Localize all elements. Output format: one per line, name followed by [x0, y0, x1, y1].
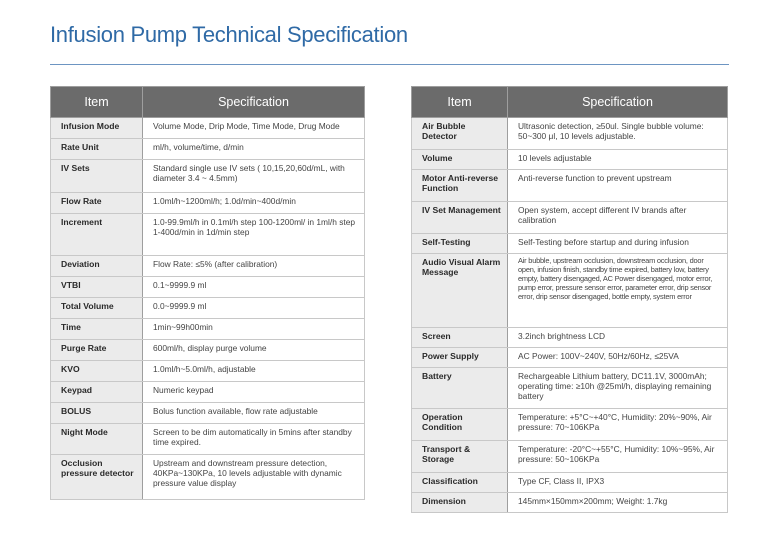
- column-header-specification: Specification: [507, 86, 728, 118]
- row-spec: Air bubble, upstream occlusion, downstre…: [507, 253, 728, 328]
- row-spec: Rechargeable Lithium battery, DC11.1V, 3…: [507, 367, 728, 409]
- table-row: Power Supply AC Power: 100V~240V, 50Hz/60…: [411, 347, 728, 368]
- row-item: Dimension: [411, 492, 508, 513]
- table-row: Flow Rate 1.0ml/h~1200ml/h; 1.0d/min~400d…: [50, 192, 365, 214]
- row-item: VTBI: [50, 276, 143, 298]
- table-row: Audio Visual Alarm Message Air bubble, up…: [411, 253, 728, 328]
- table-row: Night Mode Screen to be dim automatically…: [50, 423, 365, 455]
- row-item: Audio Visual Alarm Message: [411, 253, 508, 328]
- row-spec: Open system, accept different IV brands …: [507, 201, 728, 234]
- table-header-row: Item Specification: [50, 86, 365, 118]
- table-row: IV Sets Standard single use IV sets ( 10,…: [50, 159, 365, 193]
- right-spec-table: Item Specification Air Bubble Detector Ul…: [411, 86, 728, 513]
- row-item: Night Mode: [50, 423, 143, 455]
- row-item: Purge Rate: [50, 339, 143, 361]
- row-item: Operation Condition: [411, 408, 508, 441]
- row-item: Flow Rate: [50, 192, 143, 214]
- row-spec: 145mm×150mm×200mm; Weight: 1.7kg: [507, 492, 728, 513]
- row-item: Screen: [411, 327, 508, 348]
- row-item: Total Volume: [50, 297, 143, 319]
- table-row: IV Set Management Open system, accept dif…: [411, 201, 728, 234]
- row-spec: Temperature: +5°C~+40°C, Humidity: 20%~9…: [507, 408, 728, 441]
- row-spec: Standard single use IV sets ( 10,15,20,6…: [142, 159, 365, 193]
- row-spec: 10 levels adjustable: [507, 149, 728, 170]
- row-spec: 0.1~9999.9 ml: [142, 276, 365, 298]
- table-row: Rate Unit ml/h, volume/time, d/min: [50, 138, 365, 160]
- table-row: Battery Rechargeable Lithium battery, DC1…: [411, 367, 728, 409]
- row-item: Infusion Mode: [50, 117, 143, 139]
- table-row: Operation Condition Temperature: +5°C~+40…: [411, 408, 728, 441]
- column-header-item: Item: [50, 86, 143, 118]
- row-item: KVO: [50, 360, 143, 382]
- row-item: Deviation: [50, 255, 143, 277]
- row-spec: ml/h, volume/time, d/min: [142, 138, 365, 160]
- table-row: Increment 1.0-99.9ml/h in 0.1ml/h step 10…: [50, 213, 365, 256]
- row-spec: Screen to be dim automatically in 5mins …: [142, 423, 365, 455]
- table-row: Time 1min~99h00min: [50, 318, 365, 340]
- table-row: Volume 10 levels adjustable: [411, 149, 728, 170]
- row-spec: 1.0ml/h~1200ml/h; 1.0d/min~400d/min: [142, 192, 365, 214]
- row-spec: 1.0ml/h~5.0ml/h, adjustable: [142, 360, 365, 382]
- table-row: VTBI 0.1~9999.9 ml: [50, 276, 365, 298]
- table-row: Classification Type CF, Class II, IPX3: [411, 472, 728, 493]
- table-row: Occlusion pressure detector Upstream and …: [50, 454, 365, 500]
- table-row: Transport & Storage Temperature: -20°C~+5…: [411, 440, 728, 473]
- row-item: Time: [50, 318, 143, 340]
- table-row: Screen 3.2inch brightness LCD: [411, 327, 728, 348]
- table-row: Deviation Flow Rate: ≤5% (after calibrati…: [50, 255, 365, 277]
- row-spec: 1.0-99.9ml/h in 0.1ml/h step 100-1200ml/…: [142, 213, 365, 256]
- table-row: Motor Anti-reverse Function Anti-reverse …: [411, 169, 728, 202]
- table-row: BOLUS Bolus function available, flow rate…: [50, 402, 365, 424]
- table-row: Total Volume 0.0~9999.9 ml: [50, 297, 365, 319]
- table-header-row: Item Specification: [411, 86, 728, 118]
- row-spec: Numeric keypad: [142, 381, 365, 403]
- row-item: Rate Unit: [50, 138, 143, 160]
- table-row: Air Bubble Detector Ultrasonic detection,…: [411, 117, 728, 150]
- table-row: Infusion Mode Volume Mode, Drip Mode, Tim…: [50, 117, 365, 139]
- row-spec: 600ml/h, display purge volume: [142, 339, 365, 361]
- row-item: Keypad: [50, 381, 143, 403]
- row-spec: Bolus function available, flow rate adju…: [142, 402, 365, 424]
- row-item: Self-Testing: [411, 233, 508, 254]
- table-row: KVO 1.0ml/h~5.0ml/h, adjustable: [50, 360, 365, 382]
- row-spec: 0.0~9999.9 ml: [142, 297, 365, 319]
- row-item: Power Supply: [411, 347, 508, 368]
- row-item: Volume: [411, 149, 508, 170]
- row-spec: Ultrasonic detection, ≥50ul. Single bubb…: [507, 117, 728, 150]
- table-row: Self-Testing Self-Testing before startup …: [411, 233, 728, 254]
- row-spec: Volume Mode, Drip Mode, Time Mode, Drug …: [142, 117, 365, 139]
- table-row: Purge Rate 600ml/h, display purge volume: [50, 339, 365, 361]
- row-spec: Upstream and downstream pressure detecti…: [142, 454, 365, 500]
- row-item: Motor Anti-reverse Function: [411, 169, 508, 202]
- row-spec: AC Power: 100V~240V, 50Hz/60Hz, ≤25VA: [507, 347, 728, 368]
- row-item: Transport & Storage: [411, 440, 508, 473]
- table-row: Dimension 145mm×150mm×200mm; Weight: 1.7k…: [411, 492, 728, 513]
- row-item: Classification: [411, 472, 508, 493]
- row-item: Air Bubble Detector: [411, 117, 508, 150]
- row-spec: Temperature: -20°C~+55°C, Humidity: 10%~…: [507, 440, 728, 473]
- column-header-item: Item: [411, 86, 508, 118]
- row-item: Occlusion pressure detector: [50, 454, 143, 500]
- table-row: Keypad Numeric keypad: [50, 381, 365, 403]
- row-spec: Self-Testing before startup and during i…: [507, 233, 728, 254]
- column-header-specification: Specification: [142, 86, 365, 118]
- row-spec: Anti-reverse function to prevent upstrea…: [507, 169, 728, 202]
- row-spec: 1min~99h00min: [142, 318, 365, 340]
- title-divider: [50, 64, 729, 65]
- row-item: BOLUS: [50, 402, 143, 424]
- row-spec: Type CF, Class II, IPX3: [507, 472, 728, 493]
- row-item: Battery: [411, 367, 508, 409]
- row-spec: Flow Rate: ≤5% (after calibration): [142, 255, 365, 277]
- page-title: Infusion Pump Technical Specification: [50, 22, 408, 47]
- row-spec: 3.2inch brightness LCD: [507, 327, 728, 348]
- row-item: IV Sets: [50, 159, 143, 193]
- row-item: Increment: [50, 213, 143, 256]
- row-item: IV Set Management: [411, 201, 508, 234]
- left-spec-table: Item Specification Infusion Mode Volume M…: [50, 86, 365, 500]
